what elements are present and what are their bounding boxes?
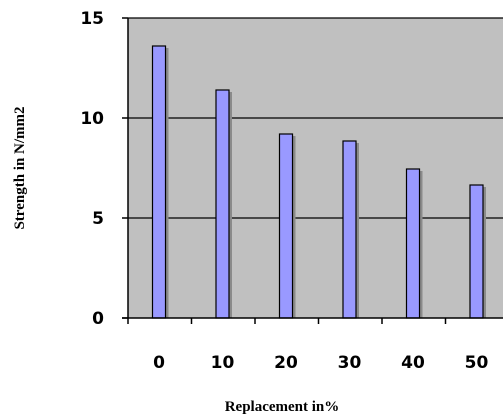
x-tick-label: 0 [153, 353, 165, 373]
bar [405, 168, 421, 319]
bar [469, 184, 484, 319]
y-axis-ticks: 0 5 10 15 [80, 9, 128, 329]
x-tick-label: 50 [465, 353, 489, 373]
y-tick-label: 5 [92, 209, 104, 229]
x-tick-label: 30 [338, 353, 362, 373]
bar [278, 133, 294, 319]
bar [342, 140, 357, 319]
y-tick-label: 15 [80, 9, 104, 29]
bar [151, 45, 167, 319]
y-tick-label: 0 [92, 309, 104, 329]
x-tick-label: 20 [274, 353, 298, 373]
bar [215, 89, 230, 319]
plot-area [128, 18, 503, 318]
x-axis-ticks: 0 10 20 30 40 50 [127, 318, 489, 373]
bars [151, 45, 486, 319]
y-axis-title: Strength in N/mm2 [12, 106, 28, 229]
x-tick-label: 10 [211, 353, 235, 373]
x-tick-label: 40 [401, 353, 425, 373]
gridlines [128, 17, 503, 219]
x-axis-title: Replacement in% [225, 399, 340, 415]
y-tick-label: 10 [80, 109, 104, 129]
